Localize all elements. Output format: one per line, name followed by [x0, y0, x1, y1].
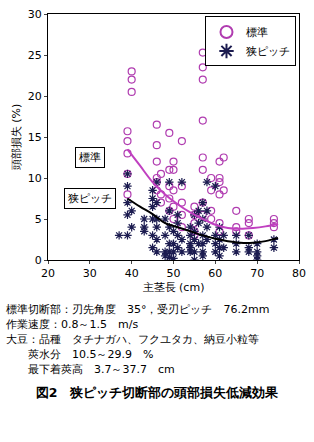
- svg-text:20: 20: [41, 267, 55, 280]
- svg-text:40: 40: [125, 267, 139, 280]
- svg-text:50: 50: [167, 267, 181, 280]
- svg-text:20: 20: [28, 90, 42, 103]
- svg-text:標準: 標準: [246, 26, 268, 39]
- svg-text:30: 30: [28, 8, 42, 21]
- html-text:図2 狭ピッチ切断部の頭部損失低減効果: 図2 狭ピッチ切断部の頭部損失低減効果: [35, 385, 279, 400]
- svg-text:30: 30: [83, 267, 97, 280]
- svg-text:狭ピッチ: 狭ピッチ: [246, 45, 290, 58]
- svg-text:0: 0: [35, 254, 42, 267]
- svg-text:主茎長 (cm): 主茎長 (cm): [143, 281, 205, 294]
- svg-text:標準: 標準: [79, 151, 101, 164]
- svg-text:5: 5: [35, 213, 42, 226]
- svg-text:25: 25: [28, 49, 42, 62]
- svg-text:70: 70: [250, 267, 264, 280]
- svg-text:60: 60: [208, 267, 222, 280]
- svg-text:10: 10: [28, 172, 42, 185]
- svg-text:15: 15: [28, 131, 42, 144]
- svg-text:頭部損失 (%): 頭部損失 (%): [10, 104, 23, 171]
- svg-text:狭ピッチ: 狭ピッチ: [68, 192, 112, 205]
- html-text:標準切断部：刃先角度 35°，受刃ピッチ 76.2mm 作業: 標準切断部：刃先角度 35°，受刃ピッチ 76.2mm 作業速度：0.8～1.5…: [6, 303, 270, 376]
- svg-text:80: 80: [292, 267, 306, 280]
